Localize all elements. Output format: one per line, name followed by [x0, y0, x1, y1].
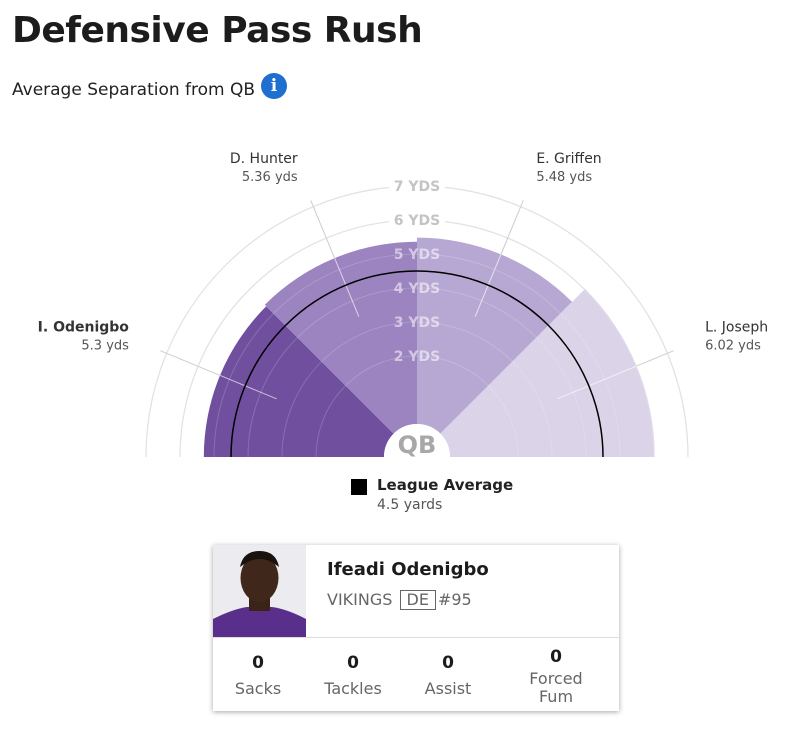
player-photo — [213, 545, 306, 637]
bar-sector — [264, 241, 417, 434]
tick-label-bg — [389, 213, 445, 229]
series-label: I. Odenigbo — [38, 320, 130, 336]
series-value: 5.36 yds — [242, 170, 298, 185]
tick-label: 4 YDS — [394, 281, 440, 297]
stat-assist: 0 Assist — [403, 653, 493, 698]
player-number: #95 — [437, 590, 472, 609]
qb-label: QB — [398, 431, 437, 459]
separation-polar-chart: I. Odenigbo 5.3 yds D. Hunter 5.36 yds E. Gr… — [38, 151, 768, 459]
tick-label: 3 YDS — [394, 315, 440, 331]
player-team-line: VIKINGS DE #95 — [327, 590, 472, 610]
leader-line-outer — [636, 350, 674, 367]
tick-label: 2 YDS — [394, 349, 440, 365]
qb-center — [384, 424, 450, 457]
card-divider — [213, 637, 619, 638]
page-title: Defensive Pass Rush — [12, 10, 423, 51]
grid-ring-overlay — [247, 287, 587, 458]
info-icon[interactable]: i — [261, 73, 287, 99]
leader-line-outer — [310, 200, 336, 259]
stat-label: Forced Fum — [529, 669, 583, 706]
leader-line-outer — [500, 200, 524, 255]
tick-label: 5 YDS — [394, 247, 440, 263]
stat-label: Assist — [424, 679, 472, 698]
stat-tackles: 0 Tackles — [308, 653, 398, 698]
series-value: 6.02 yds — [705, 339, 761, 354]
tick-label-bg — [389, 179, 445, 195]
player-name: Ifeadi Odenigbo — [327, 559, 489, 580]
stat-label: Sacks — [234, 679, 282, 698]
chart-subtitle: Average Separation from QB — [12, 80, 256, 100]
league-average-arc — [230, 270, 604, 458]
bar-sector — [417, 237, 573, 434]
bar-sector — [203, 306, 394, 457]
series-label: E. Griffen — [536, 151, 601, 167]
player-team: VIKINGS — [327, 590, 393, 609]
stat-forced-fumbles: 0 Forced Fum — [511, 647, 601, 706]
grid-ring-overlay — [315, 355, 519, 458]
league-average-swatch — [351, 479, 367, 495]
bar-sector — [440, 288, 655, 457]
league-average-label: League Average — [377, 476, 514, 494]
stat-sacks: 0 Sacks — [213, 653, 303, 698]
stat-value: 0 — [347, 653, 359, 673]
tick-label: 7 YDS — [394, 179, 440, 195]
stat-label: Tackles — [324, 679, 382, 698]
series-value: 5.48 yds — [536, 170, 592, 185]
series-value: 5.3 yds — [81, 339, 129, 354]
league-average-value: 4.5 yards — [377, 497, 443, 513]
leader-line-outer — [160, 350, 221, 376]
player-position-badge: DE — [399, 590, 436, 610]
stat-value: 0 — [252, 653, 264, 673]
series-label: D. Hunter — [230, 151, 298, 167]
player-card[interactable]: Ifeadi Odenigbo VIKINGS DE #95 0 Sacks 0 … — [213, 545, 619, 711]
stat-value: 0 — [442, 653, 454, 673]
tick-label: 6 YDS — [394, 213, 440, 229]
grid-ring-overlay — [213, 253, 621, 458]
series-label: L. Joseph — [705, 320, 768, 336]
stat-value: 0 — [550, 647, 562, 667]
grid-ring-overlay — [281, 321, 553, 458]
